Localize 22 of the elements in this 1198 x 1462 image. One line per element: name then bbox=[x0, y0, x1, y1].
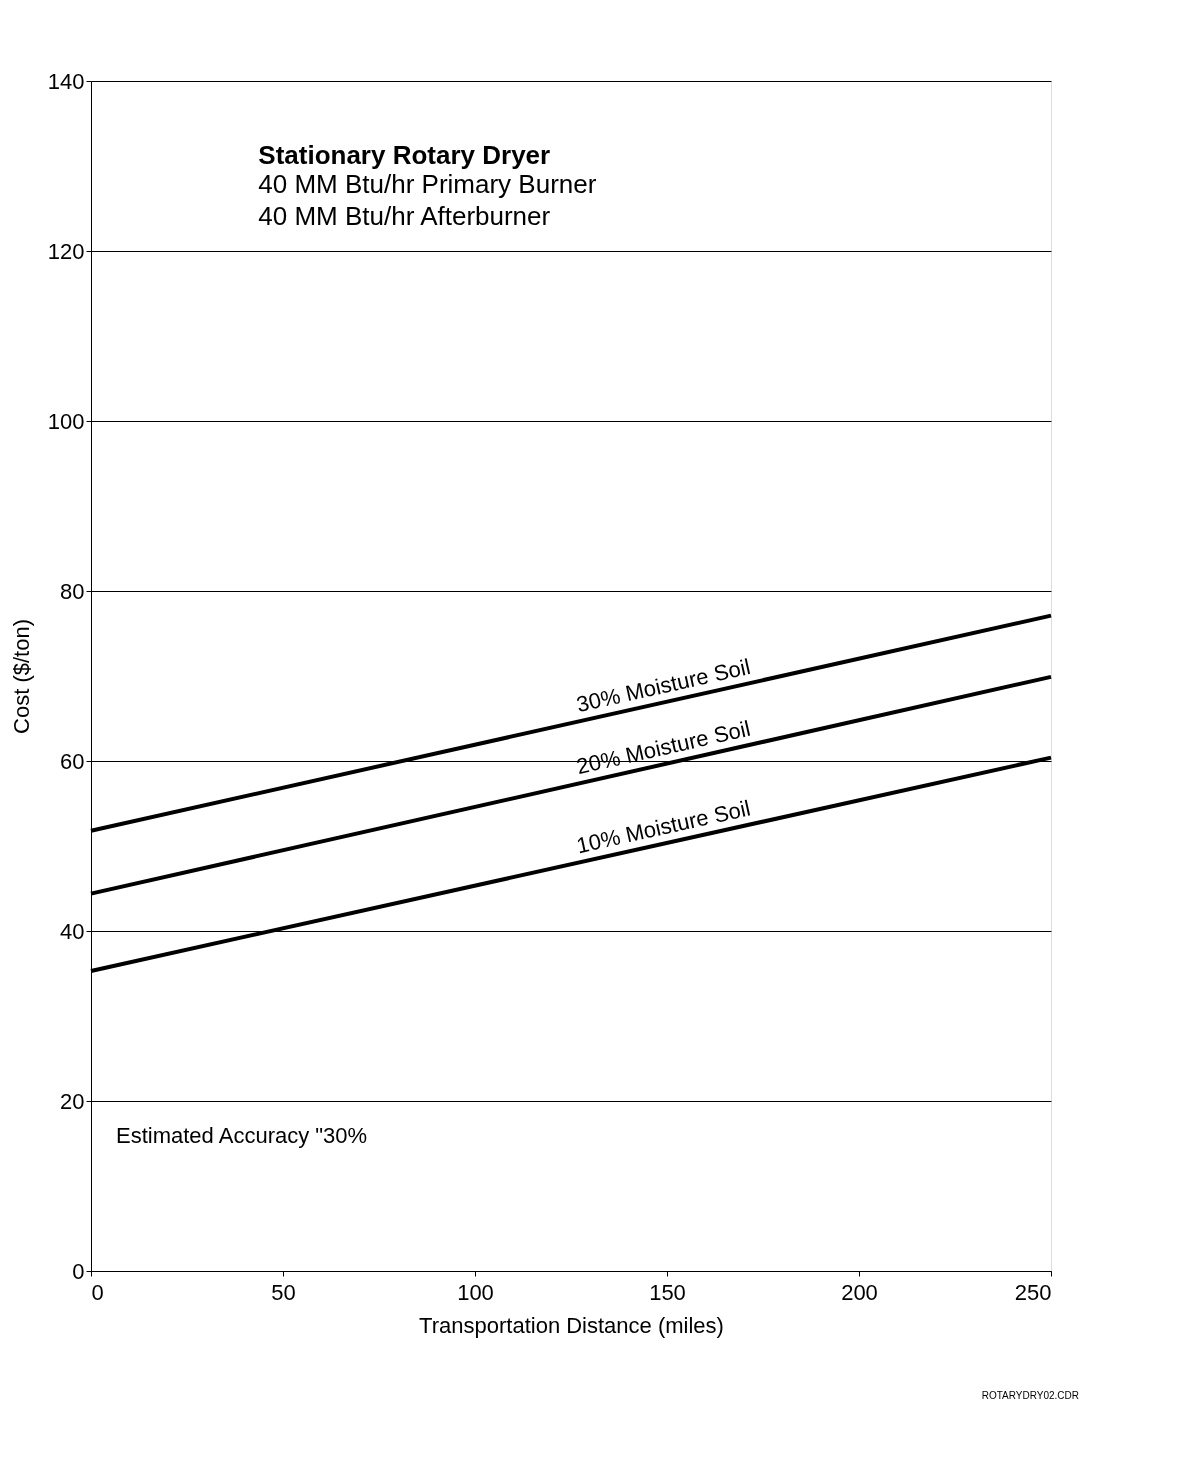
x-tick-label: 100 bbox=[457, 1279, 494, 1305]
y-tick-label: 120 bbox=[47, 238, 85, 264]
y-tick-label: 80 bbox=[60, 578, 85, 604]
x-tick-label: 250 bbox=[1014, 1279, 1052, 1305]
x-tick-label: 0 bbox=[91, 1279, 104, 1305]
y-tick-label: 100 bbox=[47, 408, 85, 434]
y-axis-title: Cost ($/ton) bbox=[8, 619, 34, 734]
text: Stationary Rotary Dryer bbox=[258, 140, 551, 170]
x-tick-label: 150 bbox=[649, 1279, 686, 1305]
y-tick-label: 140 bbox=[47, 68, 85, 94]
x-axis-title: Transportation Distance (miles) bbox=[419, 1312, 724, 1338]
text: 30% Moisture Soil bbox=[574, 653, 753, 718]
y-tick-label: 20 bbox=[60, 1088, 85, 1114]
annotation: Estimated Accuracy "30% bbox=[116, 1123, 368, 1148]
x-tick-label: 200 bbox=[841, 1279, 878, 1305]
y-tick-label: 60 bbox=[60, 748, 85, 774]
text: ROTARYDRY02.CDR bbox=[981, 1390, 1079, 1401]
x-tick-label: 50 bbox=[271, 1279, 296, 1305]
y-tick-label: 40 bbox=[60, 918, 85, 944]
y-tick-label: 0 bbox=[72, 1258, 85, 1284]
text: 40 MM Btu/hr Primary Burner 40 MM Btu/hr Afterburner bbox=[258, 169, 597, 231]
text: 10% Moisture Soil bbox=[574, 795, 753, 859]
